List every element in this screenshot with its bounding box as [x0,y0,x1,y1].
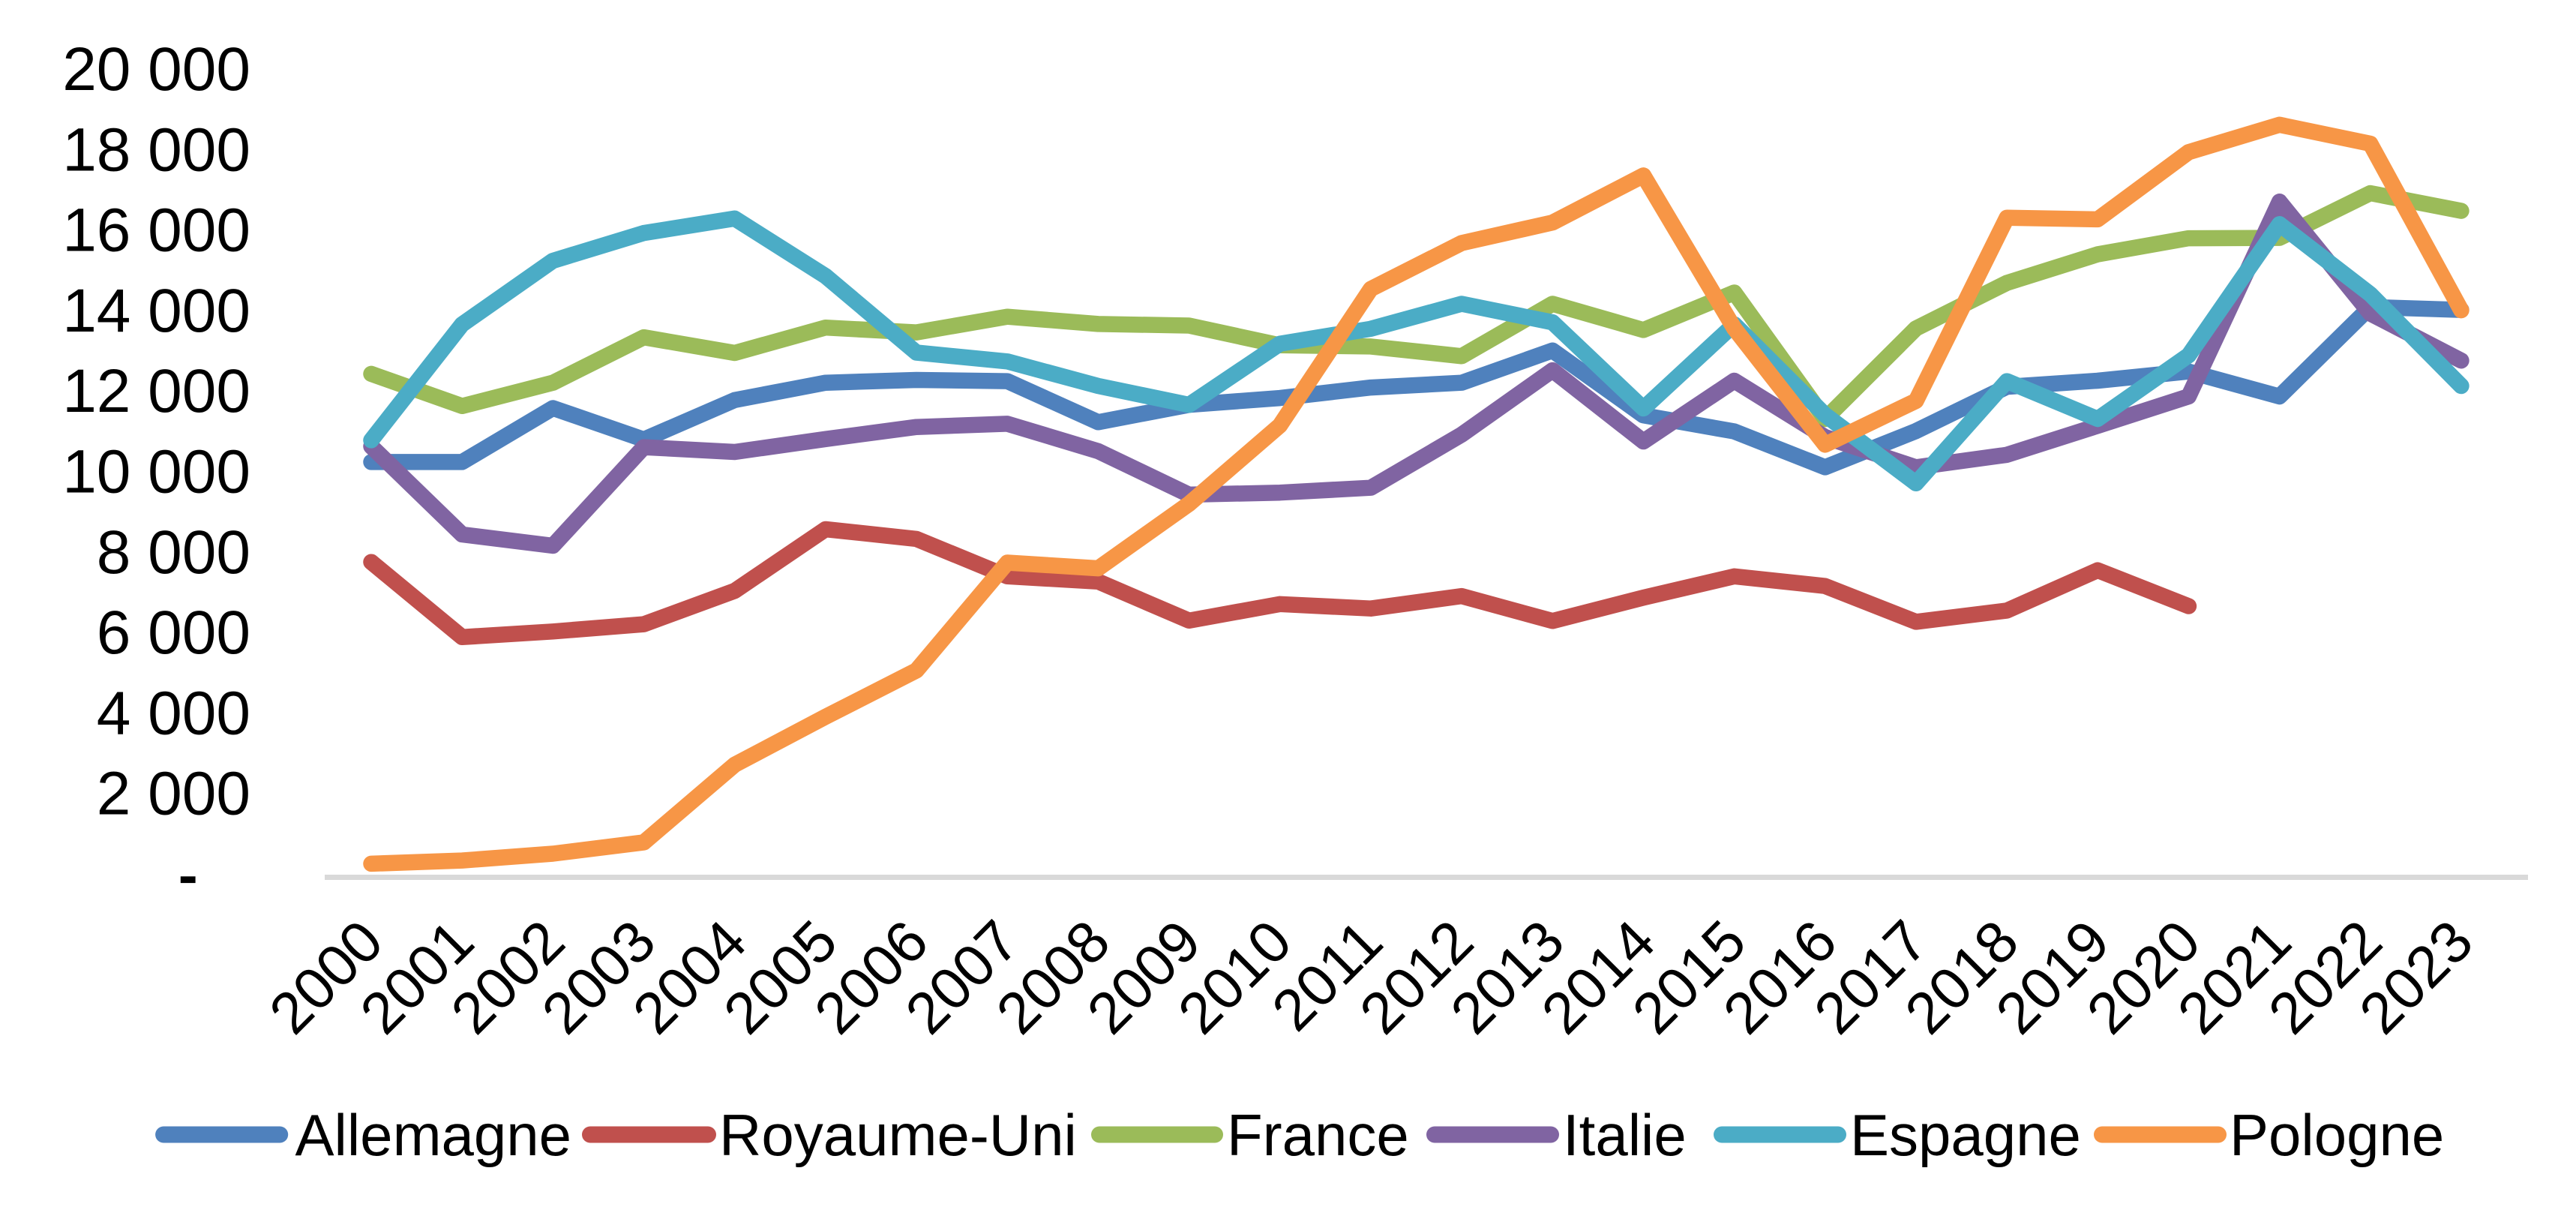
svg-text:12 000: 12 000 [62,357,250,425]
svg-text:4 000: 4 000 [97,679,250,747]
svg-text:Italie: Italie [1563,1102,1687,1168]
svg-text:16 000: 16 000 [62,197,250,265]
svg-text:Pologne: Pologne [2230,1102,2444,1168]
svg-text:18 000: 18 000 [62,116,250,184]
svg-text:8 000: 8 000 [97,518,250,587]
svg-text:6 000: 6 000 [97,599,250,667]
svg-text:10 000: 10 000 [62,438,250,506]
svg-text:20 000: 20 000 [62,35,250,104]
svg-text:Allemagne: Allemagne [295,1102,572,1168]
svg-text:14 000: 14 000 [62,277,250,345]
svg-text:France: France [1227,1102,1409,1168]
svg-text:2 000: 2 000 [97,760,250,828]
svg-text:Royaume-Uni: Royaume-Uni [719,1102,1077,1168]
svg-text:Espagne: Espagne [1850,1102,2081,1168]
